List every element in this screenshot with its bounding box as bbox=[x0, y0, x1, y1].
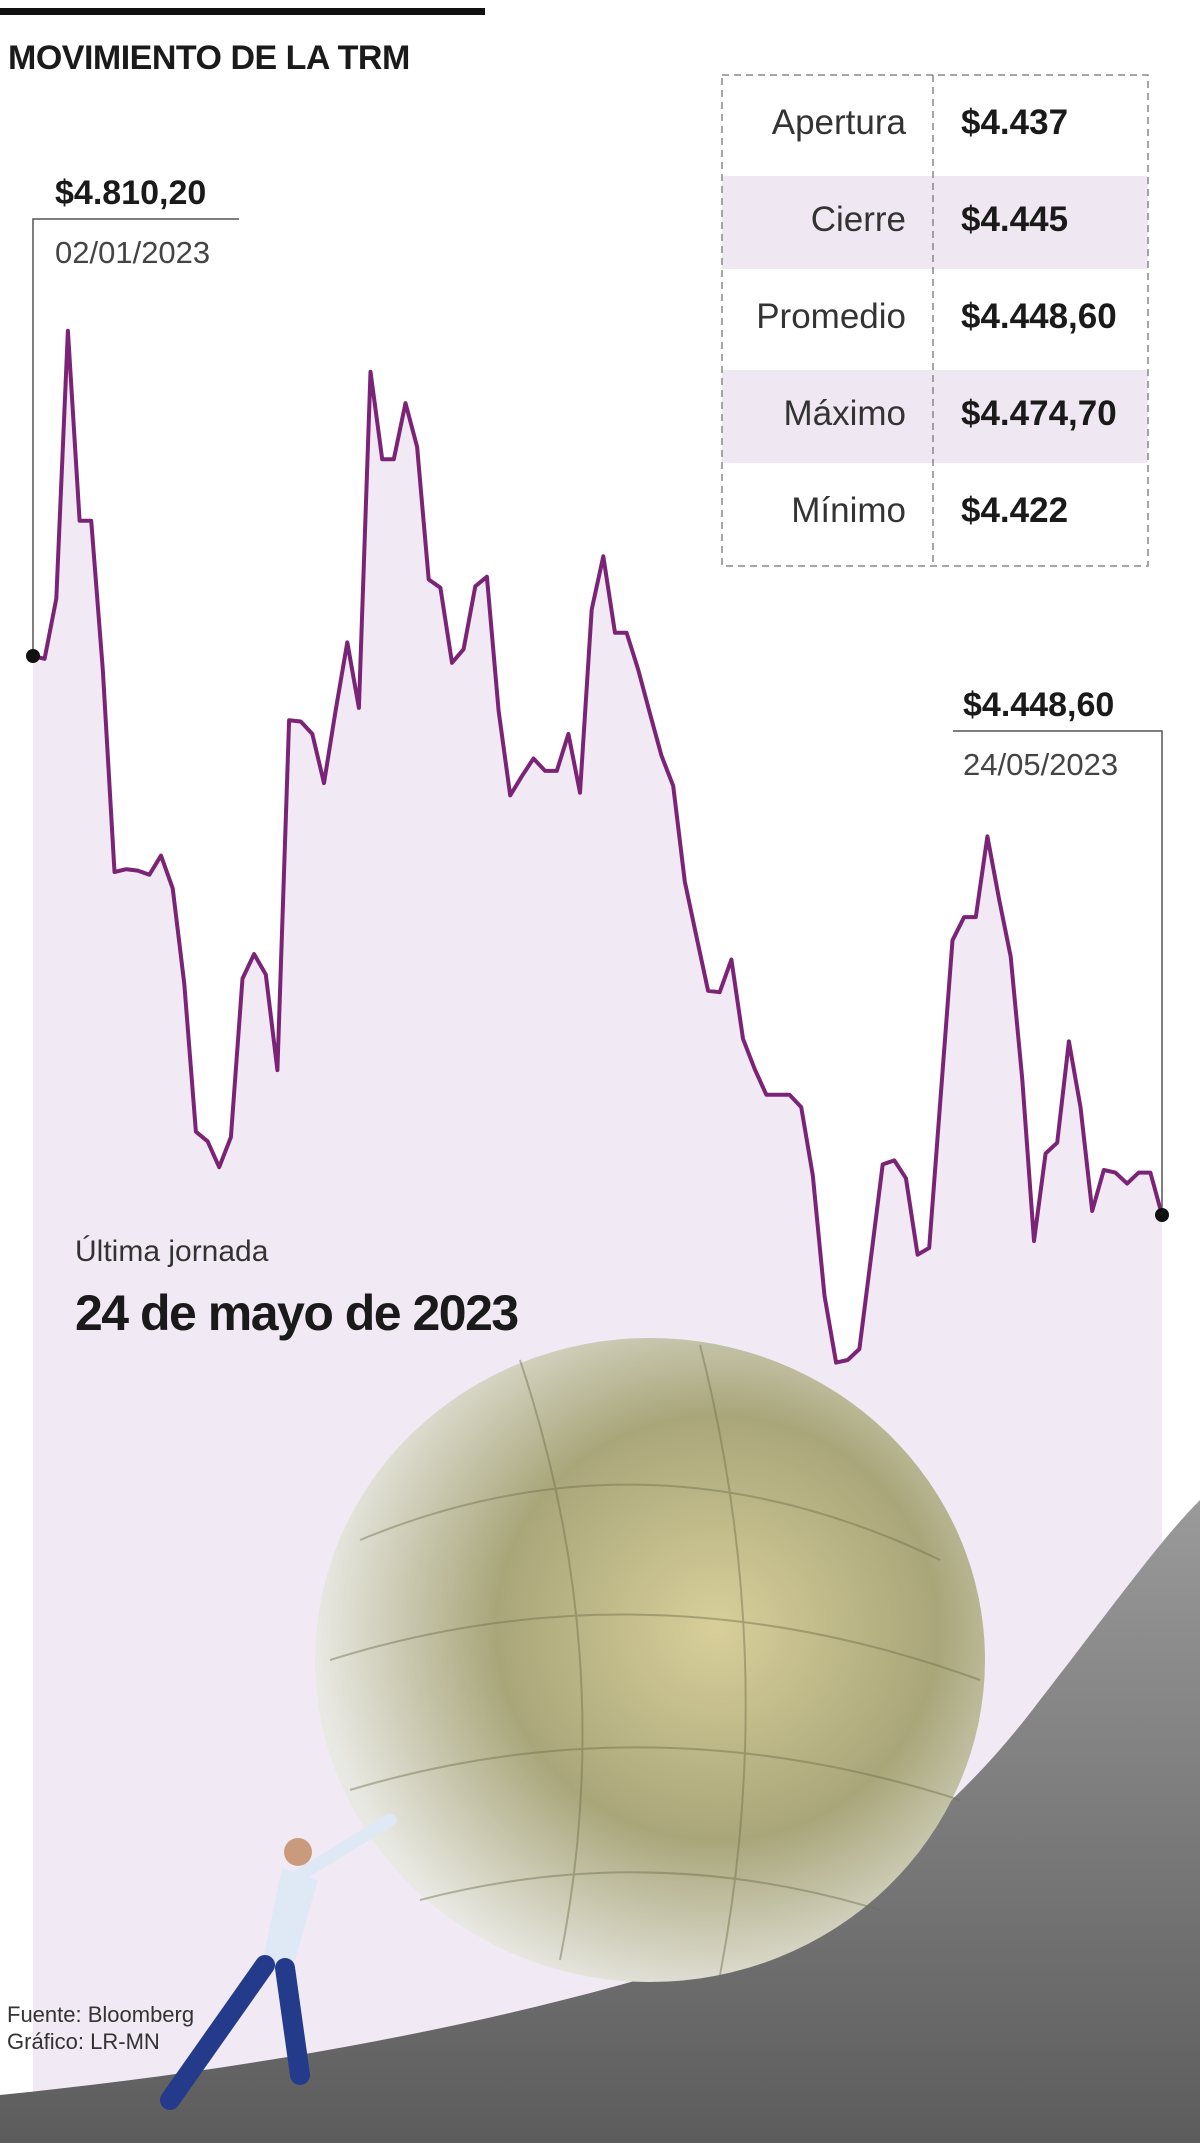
date-label: 24/05/2023 bbox=[963, 747, 1118, 782]
man-shirt bbox=[262, 1868, 318, 1970]
table-label: Mínimo bbox=[791, 491, 906, 530]
source: Fuente: Bloomberg bbox=[7, 2002, 194, 2027]
money-ball bbox=[315, 1338, 985, 1982]
table-label: Promedio bbox=[756, 297, 906, 336]
annotation-leader bbox=[953, 730, 1163, 1215]
table-value: $4.445 bbox=[961, 200, 1068, 239]
line bbox=[32, 328, 1164, 1365]
man bbox=[160, 1813, 397, 2110]
title-rule bbox=[0, 8, 485, 15]
table-value: $4.474,70 bbox=[961, 394, 1117, 433]
annotation-leader bbox=[32, 218, 239, 656]
value-label: $4.810,20 bbox=[55, 174, 206, 212]
stats-table: Apertura $4.437 Cierre $4.445 Promedio $4.448… bbox=[721, 74, 1149, 567]
table-value: $4.422 bbox=[961, 491, 1068, 530]
credit: Gráfico: LR-MN bbox=[7, 2029, 160, 2054]
hill bbox=[0, 1500, 1200, 2143]
man-arm bbox=[293, 1813, 397, 1882]
table-label: Apertura bbox=[772, 103, 907, 142]
chart-title: MOVIMIENTO DE LA TRM bbox=[8, 39, 410, 77]
end-dot bbox=[26, 649, 40, 663]
date-headline: 24 de mayo de 2023 bbox=[75, 1285, 518, 1341]
subtitle: Última jornada bbox=[75, 1235, 269, 1268]
table-row-bg bbox=[722, 176, 1148, 269]
table-row-bg bbox=[722, 370, 1148, 463]
illustration bbox=[0, 1338, 1200, 2143]
labels: MOVIMIENTO DE LA TRM Última jornada 24 d… bbox=[0, 8, 519, 2054]
table-label: Máximo bbox=[783, 394, 906, 433]
ball-texture bbox=[329, 1344, 981, 1976]
value-label: $4.448,60 bbox=[963, 686, 1114, 724]
table-value: $4.448,60 bbox=[961, 297, 1117, 336]
table-value: $4.437 bbox=[961, 103, 1068, 142]
table-border bbox=[721, 74, 1149, 567]
end-dot bbox=[1155, 1208, 1169, 1222]
date-label: 02/01/2023 bbox=[55, 235, 210, 270]
man-legs bbox=[160, 1955, 310, 2110]
table-label: Cierre bbox=[811, 200, 906, 239]
man-head bbox=[284, 1838, 312, 1866]
